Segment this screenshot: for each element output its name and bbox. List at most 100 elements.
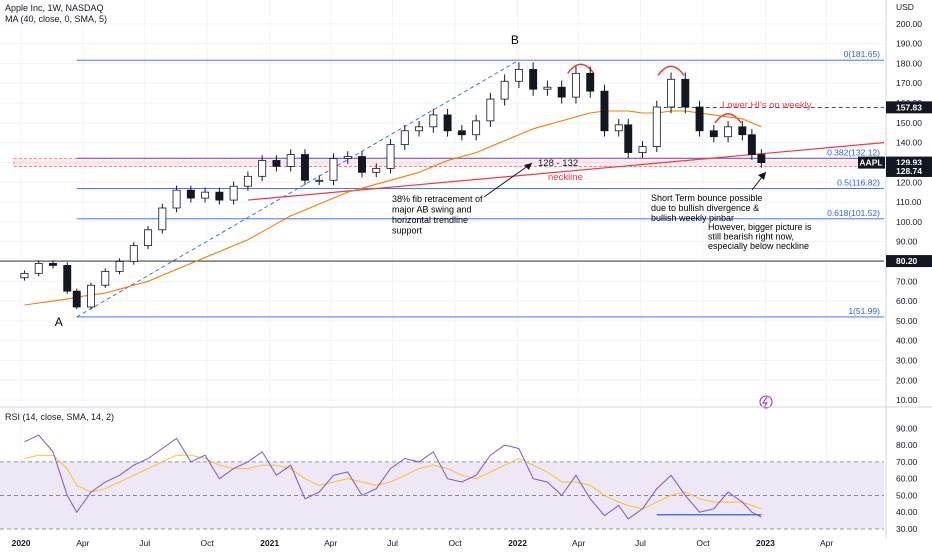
time-tick-label-5: Apr: [324, 538, 337, 548]
candle-body-44: [638, 146, 647, 153]
time-tick-label-7: Oct: [448, 538, 462, 548]
shoulder-arc-2: [657, 65, 685, 76]
candle-body-8: [129, 245, 138, 262]
lightning-icon: [759, 395, 773, 409]
price-tick-label-15: 50.00: [896, 316, 918, 326]
rsi-ma-line: [24, 454, 762, 510]
ma-line: [24, 110, 762, 306]
ma40-line: [24, 110, 762, 306]
price-tick-label-0: 200.00: [896, 19, 922, 29]
price-tick-label-5: 150.00: [896, 118, 922, 128]
bounce-note-line-0: Short Term bounce possible: [651, 193, 762, 203]
candle-body-30: [443, 114, 452, 132]
candle-body-29: [429, 114, 438, 128]
candles: [20, 62, 766, 310]
bounce-note-arrowhead: [758, 172, 766, 180]
price-tick-label-11: 90.00: [896, 237, 918, 247]
fib-label-0: 0(181.65): [844, 49, 881, 59]
shoulder-arc-1: [567, 63, 595, 74]
price-tick-label-19: 10.00: [896, 395, 918, 405]
candle-body-51: [738, 126, 747, 136]
rsi-tick-label-6: 30.00: [896, 524, 918, 534]
candle-body-36: [529, 68, 538, 90]
time-tick-label-0: 2020: [12, 538, 31, 548]
rsi-indicator-label: RSI (14, close, SMA, 14, 2): [5, 412, 115, 422]
fib-note-line-0: 38% fib retracement of: [392, 194, 483, 204]
candle-body-19: [286, 154, 295, 167]
zone-label: 128 - 132: [538, 158, 578, 169]
candle-body-39: [571, 72, 580, 98]
grid: [0, 0, 884, 534]
candle-body-13: [201, 191, 210, 199]
fib-note-arrow: [483, 162, 533, 198]
fib-label-2: 0.5(116.82): [837, 178, 880, 188]
candle-body-53: [757, 154, 766, 163]
rsi-tick-label-4: 50.00: [896, 490, 918, 500]
candle-body-37: [543, 86, 552, 90]
bounce-note-line-2: bullish weekly pinbar: [651, 213, 734, 223]
tag-bg-3: [886, 164, 932, 177]
candle-body-32: [472, 120, 481, 136]
candle-body-4: [72, 290, 81, 308]
candle-body-17: [258, 160, 267, 177]
fib-label-1: 0.382(132.12): [827, 147, 880, 157]
price-tick-label-10: 100.00: [896, 217, 922, 227]
candle-body-48: [695, 106, 704, 132]
fib-label-4: 1(51.99): [848, 306, 880, 316]
tag-text-1: AAPL: [859, 158, 882, 168]
bearish-note-line-1: still bearish right now,: [708, 232, 794, 242]
tag-text-3: 128.74: [896, 166, 922, 176]
shoulder-arc-3: [714, 113, 742, 124]
candle-body-2: [49, 263, 57, 266]
tag-bg-1: [858, 156, 885, 169]
price-tick-label-3: 170.00: [896, 78, 922, 88]
candle-body-35: [514, 68, 523, 82]
candle-body-38: [557, 86, 566, 98]
time-tick-label-10: Jul: [635, 538, 646, 548]
candle-body-24: [358, 156, 366, 173]
price-tick-label-17: 30.00: [896, 355, 918, 365]
lightning-bolt: [762, 396, 768, 408]
rsi-tick-label-1: 80.00: [896, 440, 918, 450]
candle-body-16: [243, 175, 252, 187]
bearish-note-line-2: especially below neckline: [708, 241, 809, 251]
fib-note-line-3: support: [392, 226, 423, 236]
candle-body-18: [272, 160, 281, 167]
candle-body-15: [229, 185, 238, 201]
time-tick-label-1: Apr: [76, 538, 89, 548]
tag-bg-4: [886, 255, 932, 268]
candle-body-28: [415, 126, 424, 132]
candle-body-20: [300, 154, 309, 181]
fib-note-line-2: horizontal trendline: [392, 215, 468, 225]
candle-body-42: [614, 124, 623, 132]
price-tick-label-9: 110.00: [896, 197, 922, 207]
tag-bg-0: [886, 101, 932, 114]
candle-body-27: [400, 130, 409, 146]
time-tick-label-12: 2023: [756, 538, 775, 548]
fib-note-line-1: major AB swing and: [392, 205, 472, 215]
ab-swing-line: [76, 59, 520, 318]
candle-body-50: [724, 126, 733, 138]
point-a-label: A: [55, 315, 63, 329]
price-tick-label-16: 40.00: [896, 336, 918, 346]
price-tick-label-1: 190.00: [896, 39, 922, 49]
candle-body-34: [500, 80, 509, 100]
rsi-tick-label-5: 40.00: [896, 507, 918, 517]
time-tick-label-9: Apr: [572, 538, 585, 548]
rsi-tick-label-2: 70.00: [896, 457, 918, 467]
candle-body-11: [172, 189, 181, 209]
bearish-note-line-0: However, bigger picture is: [708, 222, 812, 232]
candle-body-25: [372, 167, 381, 173]
ma-indicator-label: MA (40, close, 0, SMA, 5): [5, 14, 108, 24]
candle-body-0: [20, 272, 29, 279]
lower-his-label: Lower HI's on weekly: [722, 100, 812, 111]
annotations: A B 128 - 132 neckline Lower HI's on weekly 3…: [55, 33, 812, 409]
point-b-label: B: [511, 33, 519, 47]
candle-body-26: [386, 144, 395, 169]
price-tick-label-14: 60.00: [896, 296, 918, 306]
neckline-label: neckline: [548, 172, 583, 183]
price-tick-label-13: 70.00: [896, 276, 918, 286]
